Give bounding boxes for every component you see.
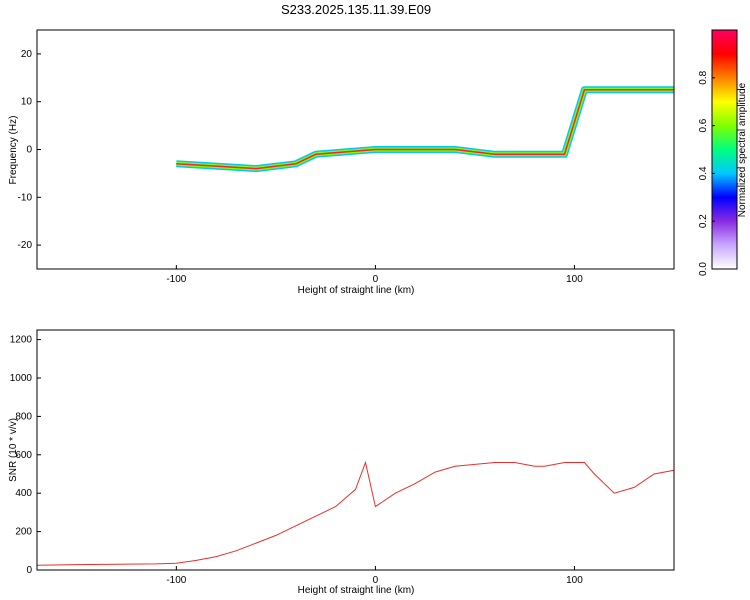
ridge-core: [176, 89, 674, 170]
snr-y-tick-label: 800: [15, 411, 32, 422]
snr-line-panel: -100 0 100 0 200 400 600 800 1000 1200 Height of…: [8, 329, 675, 596]
snr-y-ticks: 0 200 400 600 800 1000 1200: [10, 335, 41, 576]
snr-x-ticks: -100 0 100: [166, 566, 583, 586]
colorbar-title: Normalized spectral amplitude: [737, 82, 748, 217]
snr-x-tick-label: -100: [166, 575, 186, 586]
colorbar-ticks: 0.0 0.2 0.4 0.6 0.8: [698, 70, 715, 276]
heatmap-y-tick-label: -10: [18, 192, 33, 203]
colorbar-tick-label: 0.2: [698, 214, 709, 228]
snr-y-axis-title: SNR (10 * v/v): [8, 418, 19, 482]
heatmap-y-ticks: -20 -10 0 10 20: [18, 49, 41, 251]
heatmap-x-tick-label: -100: [166, 274, 186, 285]
snr-x-tick-label: 0: [373, 575, 379, 586]
colorbar-tick-label: 0.8: [698, 70, 709, 84]
heatmap-y-axis-title: Frequency (Hz): [8, 116, 19, 185]
ridge-mid: [176, 87, 674, 171]
heatmap-x-ticks: -100 0 100: [166, 265, 583, 285]
colorbar-gradient: [711, 29, 738, 270]
chart-title: S233.2025.135.11.39.E09: [281, 2, 431, 17]
heatmap-y-tick-label: 20: [21, 49, 33, 60]
colorbar-tick-label: 0.4: [698, 166, 709, 180]
heatmap-y-tick-label: 0: [26, 145, 32, 156]
heatmap-x-tick-label: 100: [566, 274, 583, 285]
colorbar-tick-label: 0.6: [698, 118, 709, 132]
snr-series-line: [36, 460, 675, 566]
snr-y-tick-label: 1000: [10, 373, 33, 384]
ridge-outer: [176, 86, 674, 173]
snr-x-axis-title: Height of straight line (km): [298, 585, 415, 596]
snr-y-tick-label: 200: [15, 527, 32, 538]
snr-x-tick-label: 100: [566, 575, 583, 586]
snr-y-tick-label: 1200: [10, 335, 33, 346]
snr-y-tick-label: 600: [15, 450, 32, 461]
heatmap-signal-ridge: [176, 86, 674, 173]
heatmap-x-axis-title: Height of straight line (km): [298, 285, 415, 296]
heatmap-x-tick-label: 0: [373, 274, 379, 285]
heatmap-y-tick-label: -20: [18, 240, 33, 251]
colorbar-tick-label: 0.0: [698, 262, 709, 276]
heatmap-y-tick-label: 10: [21, 97, 33, 108]
snr-y-tick-label: 400: [15, 488, 32, 499]
snr-y-tick-label: 0: [26, 565, 32, 576]
snr-frame: [36, 329, 675, 571]
colorbar: 0.0 0.2 0.4 0.6 0.8 Normalized spectral ampl…: [698, 29, 748, 276]
